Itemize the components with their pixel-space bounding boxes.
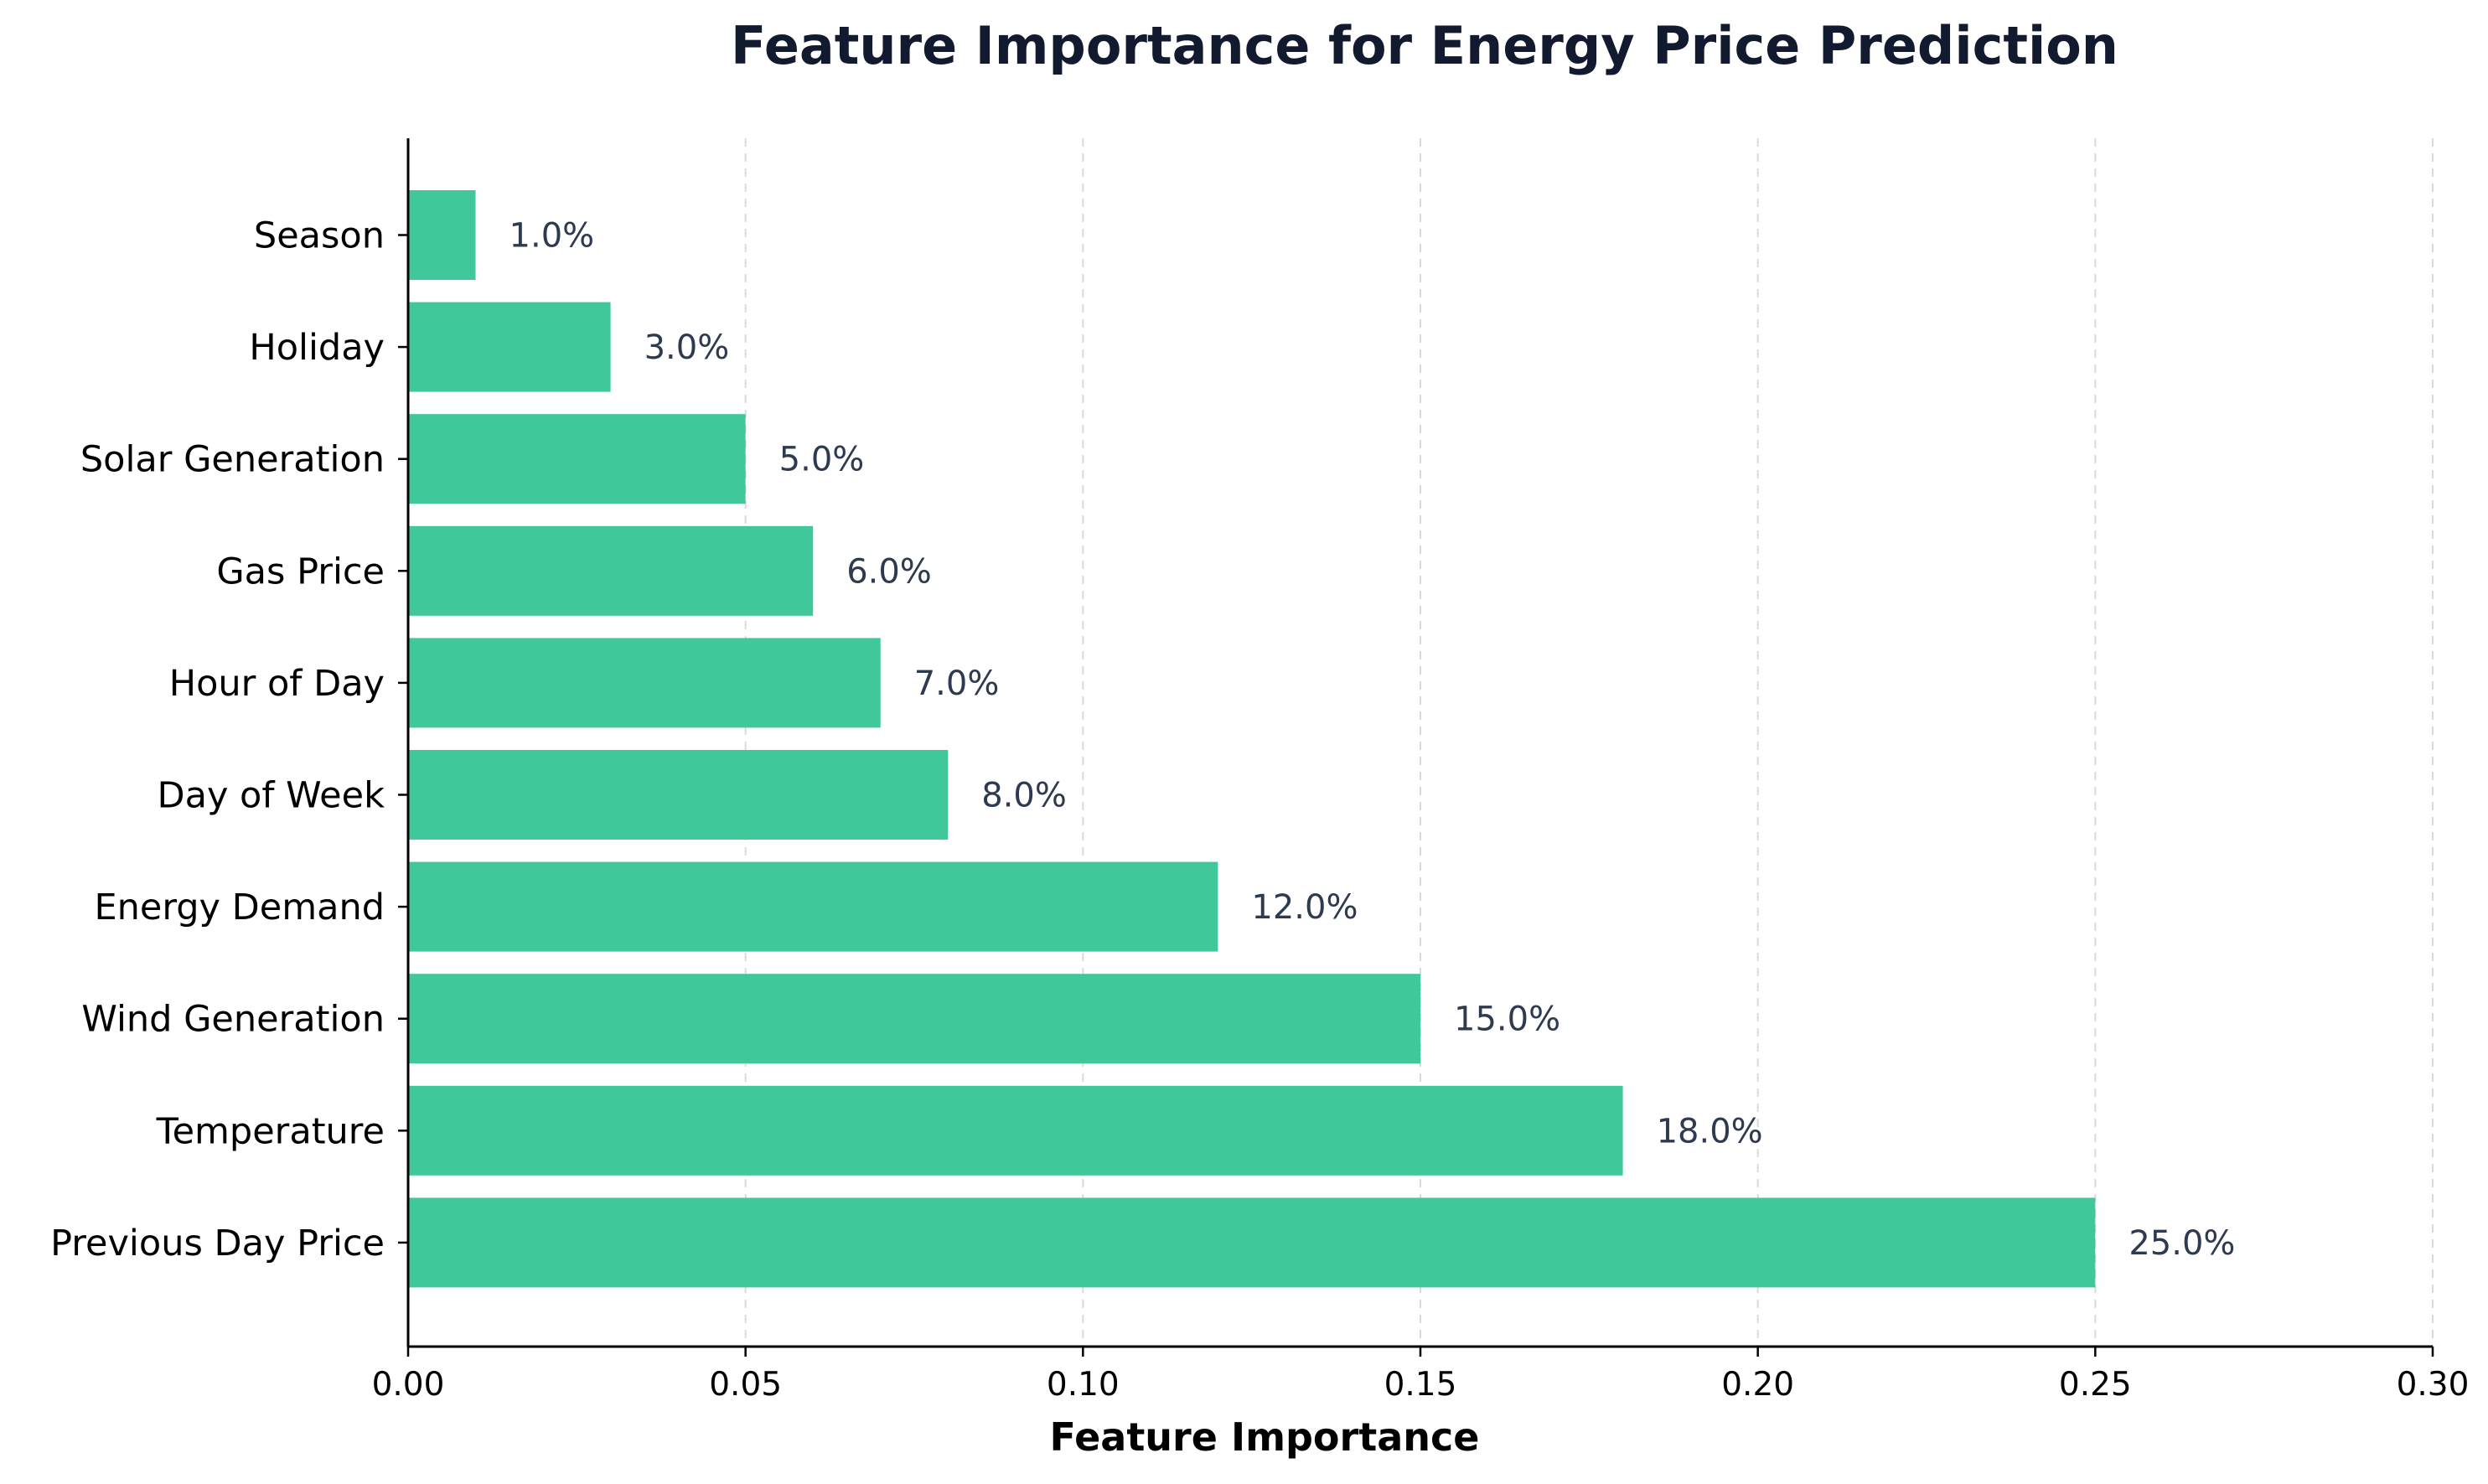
bar xyxy=(408,1085,1623,1176)
bar xyxy=(408,861,1218,952)
y-tick-label: Solar Generation xyxy=(80,439,385,481)
data-label: 18.0% xyxy=(1657,1112,1763,1150)
bar xyxy=(408,525,814,616)
bar xyxy=(408,190,476,280)
data-label: 12.0% xyxy=(1251,888,1358,927)
x-tick-label: 0.30 xyxy=(2397,1366,2470,1404)
y-tick-label: Holiday xyxy=(249,327,385,369)
chart-title: Feature Importance for Energy Price Pred… xyxy=(731,15,2118,76)
bar xyxy=(408,302,611,392)
y-tick-label: Day of Week xyxy=(157,775,385,817)
x-tick-label: 0.25 xyxy=(2059,1366,2132,1404)
x-tick-label: 0.10 xyxy=(1047,1366,1120,1404)
y-tick-label: Temperature xyxy=(156,1110,385,1152)
data-label: 8.0% xyxy=(981,777,1067,815)
bar xyxy=(408,974,1420,1064)
data-label: 25.0% xyxy=(2129,1224,2235,1263)
x-tick-label: 0.05 xyxy=(709,1366,782,1404)
data-label: 15.0% xyxy=(1454,1001,1560,1039)
y-tick-label: Energy Demand xyxy=(94,887,385,928)
data-label: 7.0% xyxy=(914,664,1000,703)
bar xyxy=(408,414,746,504)
grid-lines xyxy=(744,138,2434,1347)
y-tick-label: Season xyxy=(254,215,385,257)
x-tick-label: 0.00 xyxy=(372,1366,445,1404)
y-tick-label: Wind Generation xyxy=(81,999,385,1041)
y-tick-label: Hour of Day xyxy=(169,663,385,705)
x-axis-label: Feature Importance xyxy=(1050,1414,1480,1460)
y-tick-label: Gas Price xyxy=(216,551,385,592)
data-label: 1.0% xyxy=(509,217,595,256)
bar xyxy=(408,750,949,840)
data-label: 6.0% xyxy=(846,552,932,591)
x-tick-label: 0.15 xyxy=(1384,1366,1457,1404)
bar xyxy=(408,638,881,728)
bars xyxy=(408,190,2096,1288)
data-label: 5.0% xyxy=(779,441,865,479)
data-label: 3.0% xyxy=(644,328,730,367)
y-tick-label: Previous Day Price xyxy=(50,1223,385,1264)
axes: Previous Day Price Temperature Wind Genera… xyxy=(50,138,2469,1404)
bar xyxy=(408,1197,2096,1288)
data-labels: 25.0% 18.0% 15.0% 12.0% 8.0% 7.0% 6.0% 5.0% 3.0%… xyxy=(509,217,2236,1263)
x-tick-label: 0.20 xyxy=(1721,1366,1794,1404)
